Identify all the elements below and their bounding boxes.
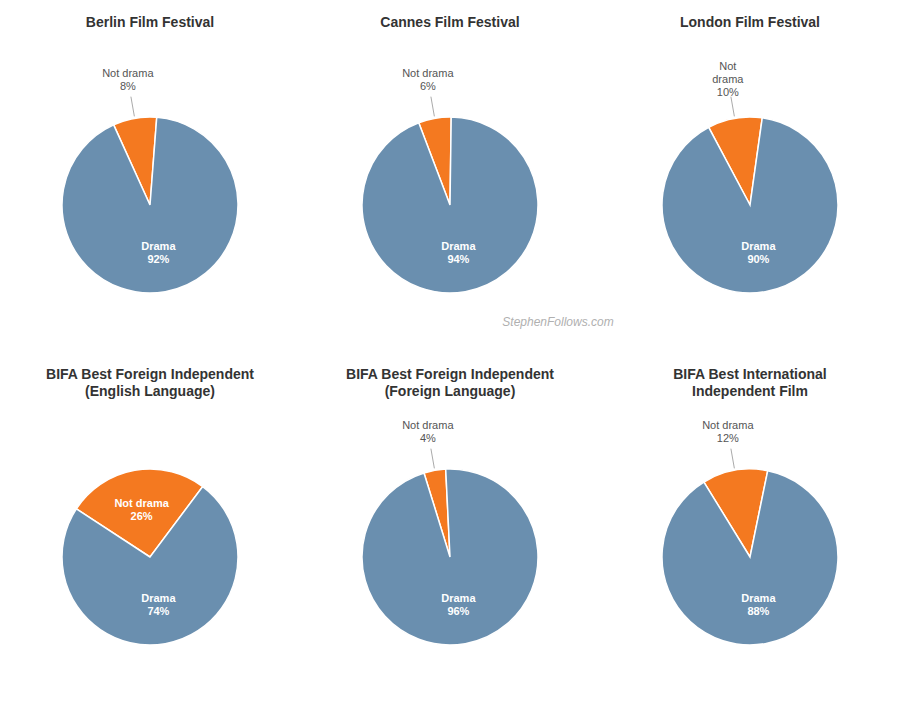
data-label-line: Drama <box>741 592 776 604</box>
chart-title-line: Cannes Film Festival <box>380 14 519 30</box>
slices <box>362 469 538 645</box>
data-label: Not drama6% <box>402 67 454 92</box>
leader-line <box>131 97 134 117</box>
data-label: Not drama4% <box>402 419 454 444</box>
chart-title-line: BIFA Best Foreign Independent <box>46 366 254 382</box>
slices <box>362 117 538 293</box>
pie-chart: London Film Festival Notdrama10% Drama90% <box>662 14 838 293</box>
leader-line <box>431 449 434 469</box>
data-label: Not drama8% <box>102 67 154 92</box>
slices <box>62 117 238 293</box>
data-label: Drama92% <box>141 240 176 265</box>
chart-title-line: Independent Film <box>692 383 808 399</box>
leader-line <box>431 97 434 117</box>
data-label-line: Not <box>719 60 736 72</box>
background <box>0 0 900 704</box>
pie-slice <box>362 469 538 645</box>
data-label: Drama90% <box>741 240 776 265</box>
pie-chart: BIFA Best InternationalIndependent Film N… <box>662 366 838 645</box>
labels: Not drama26% Drama74% <box>114 497 176 617</box>
chart-title-line: (English Language) <box>85 383 215 399</box>
chart-title: Cannes Film Festival <box>380 14 519 30</box>
slices <box>62 469 238 645</box>
data-label-line: Drama <box>441 592 476 604</box>
leader-line <box>731 97 734 117</box>
data-label-line: 12% <box>717 432 739 444</box>
chart-title: BIFA Best Foreign Independent(Foreign La… <box>346 366 554 399</box>
data-label-line: Drama <box>441 240 476 252</box>
data-label: Not drama12% <box>702 419 754 444</box>
data-label-line: 96% <box>447 605 469 617</box>
data-label-line: Drama <box>141 592 176 604</box>
chart-title: London Film Festival <box>680 14 820 30</box>
data-label: Drama88% <box>741 592 776 617</box>
chart-title-line: (Foreign Language) <box>385 383 516 399</box>
labels: Notdrama10% Drama90% <box>712 60 776 265</box>
pie-slice <box>62 487 238 645</box>
data-label-line: Not drama <box>402 419 454 431</box>
data-label-line: 74% <box>147 605 169 617</box>
pie-chart: Berlin Film Festival Not drama8% Drama92% <box>62 14 238 293</box>
labels: Not drama6% Drama94% <box>402 67 476 265</box>
data-label: Not drama26% <box>114 497 169 522</box>
pie-slice <box>62 117 238 293</box>
data-label-line: 4% <box>420 432 436 444</box>
pie-chart: Cannes Film Festival Not drama6% Drama94% <box>362 14 538 293</box>
data-label-line: drama <box>712 73 744 85</box>
pie-chart: BIFA Best Foreign Independent(Foreign La… <box>346 366 554 645</box>
labels: Not drama12% Drama88% <box>702 419 776 617</box>
data-label-line: Drama <box>141 240 176 252</box>
data-label-line: Not drama <box>114 497 169 509</box>
data-label: Notdrama10% <box>712 60 744 98</box>
pie-slice <box>662 118 838 293</box>
slices <box>662 117 838 293</box>
data-label-line: 8% <box>120 80 136 92</box>
data-label-line: 90% <box>747 253 769 265</box>
data-label-line: Not drama <box>702 419 754 431</box>
labels: Not drama8% Drama92% <box>102 67 176 265</box>
data-label-line: Not drama <box>402 67 454 79</box>
labels: Not drama4% Drama96% <box>402 419 476 617</box>
slices <box>662 469 838 645</box>
data-label-line: 94% <box>447 253 469 265</box>
chart-title-line: London Film Festival <box>680 14 820 30</box>
data-label-line: 10% <box>717 86 739 98</box>
figure: Berlin Film FestivalNot drama8%Drama92%C… <box>0 0 900 704</box>
watermark: StephenFollows.com <box>502 315 613 329</box>
chart-title: Berlin Film Festival <box>86 14 214 30</box>
data-label: Drama96% <box>441 592 476 617</box>
chart-title: BIFA Best InternationalIndependent Film <box>673 366 827 399</box>
data-label-line: 26% <box>131 510 153 522</box>
data-label: Drama94% <box>441 240 476 265</box>
data-label-line: 88% <box>747 605 769 617</box>
pie-slice <box>362 117 538 293</box>
chart-title-line: Berlin Film Festival <box>86 14 214 30</box>
data-label: Drama74% <box>141 592 176 617</box>
pie-chart: BIFA Best Foreign Independent(English La… <box>46 366 254 645</box>
data-label-line: Drama <box>741 240 776 252</box>
chart-title: BIFA Best Foreign Independent(English La… <box>46 366 254 399</box>
data-label-line: 6% <box>420 80 436 92</box>
data-label-line: 92% <box>147 253 169 265</box>
chart-title-line: BIFA Best International <box>673 366 827 382</box>
pie-slice <box>662 471 838 645</box>
chart-title-line: BIFA Best Foreign Independent <box>346 366 554 382</box>
leader-line <box>731 449 734 469</box>
data-label-line: Not drama <box>102 67 154 79</box>
